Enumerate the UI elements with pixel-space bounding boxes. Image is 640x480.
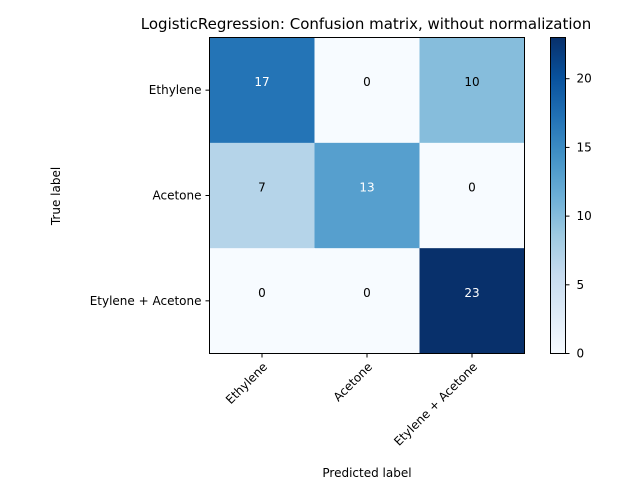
y-tick-label: Etylene + Acetone [90,294,202,308]
heatmap-cell [209,142,315,249]
heatmap-cell [419,248,525,354]
cell-value-label: 0 [258,286,266,300]
colorbar-tick-label: 20 [577,72,592,86]
y-axis-label: True label [49,167,63,226]
cell-value-label: 13 [359,181,374,195]
x-tick-label: Etylene + Acetone [391,360,480,449]
colorbar-tick-label: 15 [577,140,592,154]
y-axis-ticks: Ethylene Acetone Etylene + Acetone [90,83,210,308]
colorbar-ticks: 0 5 10 15 20 [565,72,592,361]
colorbar-tick-label: 0 [577,347,585,361]
cell-value-label: 17 [254,75,269,89]
cell-value-label: 7 [258,181,266,195]
heatmap-cell-labels: 17 0 10 7 13 0 0 0 23 [254,75,479,300]
chart-title: LogisticRegression: Confusion matrix, wi… [141,15,591,33]
heatmap-cell [314,248,420,354]
cell-value-label: 0 [363,286,371,300]
heatmap-cell [314,142,420,249]
heatmap-cell [314,37,420,144]
colorbar-tick-label: 10 [577,209,592,223]
cell-value-label: 23 [464,286,479,300]
heatmap-cell [419,37,525,144]
colorbar-tick-label: 5 [577,278,585,292]
colorbar [550,37,566,354]
y-tick-label: Acetone [152,189,201,203]
x-tick-label: Acetone [331,360,376,405]
heatmap-cell [419,142,525,249]
heatmap-cell [209,37,315,144]
x-tick-label: Ethylene [223,360,270,407]
y-tick-label: Ethylene [149,83,202,97]
cell-value-label: 0 [363,75,371,89]
heatmap-cells [209,37,525,354]
x-axis-ticks: Ethylene Acetone Etylene + Acetone [223,353,480,449]
heatmap-cell [209,248,315,354]
cell-value-label: 0 [468,181,476,195]
x-axis-label: Predicted label [322,466,411,480]
cell-value-label: 10 [464,75,479,89]
